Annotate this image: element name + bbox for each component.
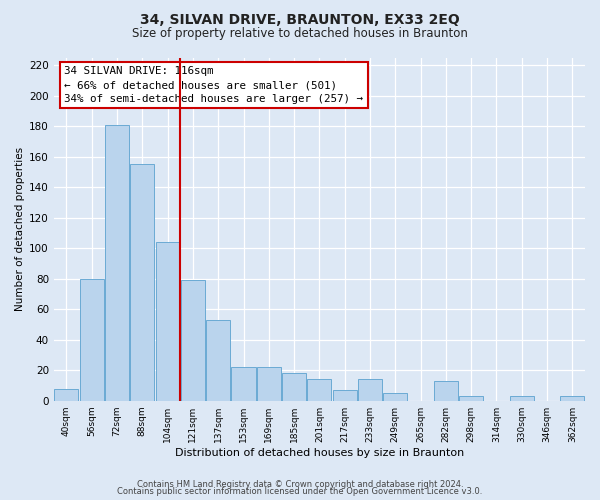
Bar bbox=[206, 320, 230, 400]
Bar bbox=[383, 393, 407, 400]
Bar bbox=[358, 380, 382, 400]
Bar bbox=[105, 124, 129, 400]
Bar bbox=[282, 374, 306, 400]
Bar bbox=[560, 396, 584, 400]
Bar bbox=[130, 164, 154, 400]
Bar bbox=[434, 381, 458, 400]
Bar bbox=[80, 278, 104, 400]
Bar bbox=[510, 396, 534, 400]
Y-axis label: Number of detached properties: Number of detached properties bbox=[15, 147, 25, 311]
Text: Contains public sector information licensed under the Open Government Licence v3: Contains public sector information licen… bbox=[118, 488, 482, 496]
Bar bbox=[257, 367, 281, 400]
Text: 34, SILVAN DRIVE, BRAUNTON, EX33 2EQ: 34, SILVAN DRIVE, BRAUNTON, EX33 2EQ bbox=[140, 12, 460, 26]
Bar bbox=[155, 242, 179, 400]
X-axis label: Distribution of detached houses by size in Braunton: Distribution of detached houses by size … bbox=[175, 448, 464, 458]
Text: Contains HM Land Registry data © Crown copyright and database right 2024.: Contains HM Land Registry data © Crown c… bbox=[137, 480, 463, 489]
Bar bbox=[232, 367, 256, 400]
Bar bbox=[459, 396, 483, 400]
Bar bbox=[55, 388, 79, 400]
Bar bbox=[181, 280, 205, 400]
Text: Size of property relative to detached houses in Braunton: Size of property relative to detached ho… bbox=[132, 28, 468, 40]
Bar bbox=[332, 390, 357, 400]
Text: 34 SILVAN DRIVE: 116sqm
← 66% of detached houses are smaller (501)
34% of semi-d: 34 SILVAN DRIVE: 116sqm ← 66% of detache… bbox=[64, 66, 364, 104]
Bar bbox=[307, 380, 331, 400]
